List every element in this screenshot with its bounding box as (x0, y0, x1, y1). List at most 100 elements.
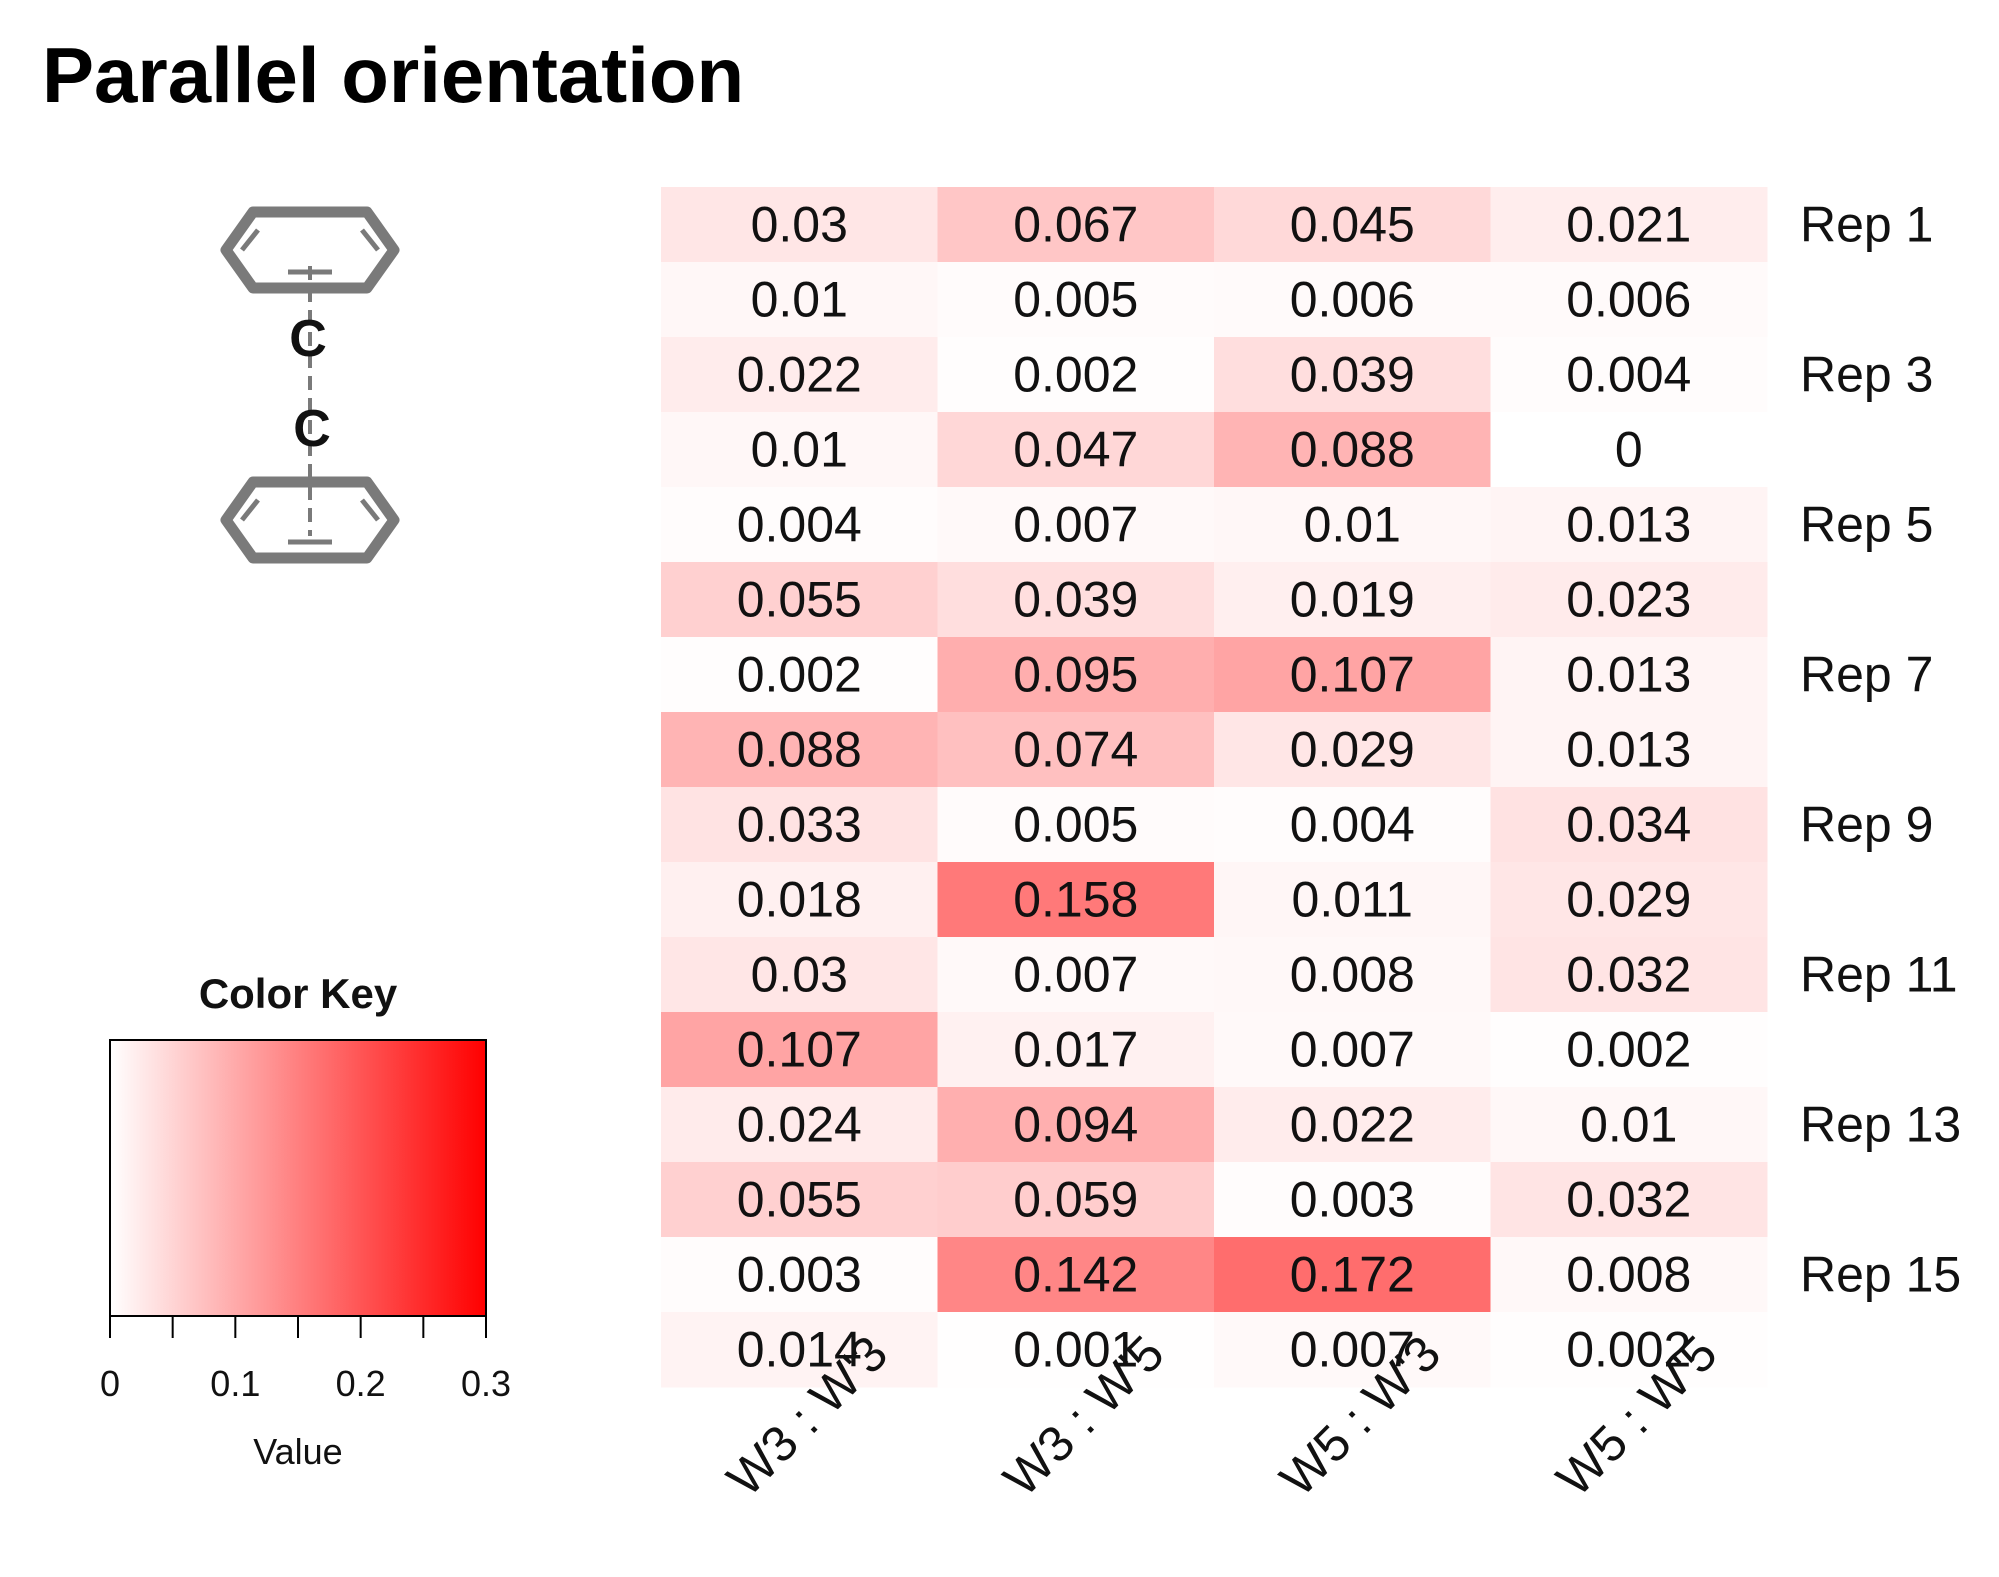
heatmap-cell-value: 0.022 (737, 347, 862, 403)
row-label: Rep 1 (1800, 197, 1933, 253)
heatmap-cell (1490, 937, 1768, 1013)
heatmap-cell-value: 0.022 (1290, 1097, 1415, 1153)
heatmap-cell (661, 187, 938, 263)
heatmap-cell-value: 0.006 (1290, 272, 1415, 328)
heatmap-cell-value: 0.032 (1566, 947, 1691, 1003)
heatmap-cell (937, 1237, 1215, 1313)
heatmap-cell (1214, 1012, 1491, 1088)
heatmap-cell (937, 1012, 1215, 1088)
heatmap-cell (1490, 1237, 1768, 1313)
heatmap-cell-value: 0.013 (1566, 647, 1691, 703)
heatmap-cell (1490, 1162, 1768, 1238)
heatmap-cell-value: 0.021 (1566, 197, 1691, 253)
heatmap-cell-value: 0.003 (737, 1247, 862, 1303)
heatmap-cell (661, 1312, 938, 1388)
heatmap-cell (661, 487, 938, 563)
heatmap-cell-value: 0.034 (1566, 797, 1691, 853)
color-key-ticks: 0 0.1 0.2 0.3 (100, 1316, 511, 1404)
heatmap-cell (937, 712, 1215, 788)
heatmap-cell-value: 0.158 (1013, 872, 1138, 928)
row-label: Rep 5 (1800, 497, 1933, 553)
heatmap-cell (1214, 187, 1491, 263)
heatmap-cell-value: 0.013 (1566, 497, 1691, 553)
heatmap-cell-value: 0.005 (1013, 272, 1138, 328)
heatmap-cell (661, 862, 938, 938)
heatmap-cell (1214, 787, 1491, 863)
heatmap-cell (1490, 862, 1768, 938)
heatmap-cell-value: 0.018 (737, 872, 862, 928)
heatmap-cell-value: 0.03 (751, 197, 848, 253)
heatmap-cell (1214, 1087, 1491, 1163)
heatmap-cell (1214, 487, 1491, 563)
heatmap-cell (1490, 187, 1768, 263)
heatmap-cell (661, 712, 938, 788)
heatmap-cell (937, 262, 1215, 338)
color-key-tick-label: 0 (100, 1363, 120, 1404)
row-label: Rep 13 (1800, 1097, 1961, 1153)
heatmap-cell-value: 0.032 (1566, 1172, 1691, 1228)
heatmap-cell-value: 0.001 (1013, 1322, 1138, 1378)
heatmap-cell (1214, 1312, 1491, 1388)
heatmap-cell (661, 937, 938, 1013)
heatmap-cell (661, 562, 938, 638)
heatmap-cell-value: 0.013 (1566, 722, 1691, 778)
heatmap-cell (1490, 412, 1768, 488)
heatmap-cell (1490, 1312, 1768, 1388)
heatmap-cell-value: 0.005 (1013, 797, 1138, 853)
heatmap-cell (937, 562, 1215, 638)
heatmap-cell (661, 1162, 938, 1238)
heatmap-cell (937, 787, 1215, 863)
heatmap-cell (1214, 1237, 1491, 1313)
page-title: Parallel orientation (42, 31, 745, 119)
heatmap-cell-value: 0.007 (1290, 1022, 1415, 1078)
heatmap-cell (661, 1087, 938, 1163)
heatmap-cell-value: 0.055 (737, 572, 862, 628)
stacked-benzene-rings-icon: C C (220, 206, 400, 564)
heatmap-cell (661, 637, 938, 713)
heatmap-cell (937, 1162, 1215, 1238)
heatmap-cell-value: 0.007 (1290, 1322, 1415, 1378)
heatmap-cell (937, 1087, 1215, 1163)
atom-label-1: C (289, 310, 327, 368)
heatmap-cell (937, 337, 1215, 413)
heatmap-cell (937, 187, 1215, 263)
heatmap-cell (1490, 337, 1768, 413)
heatmap-cell (661, 262, 938, 338)
row-label: Rep 11 (1800, 947, 1958, 1003)
heatmap-cell-value: 0.007 (1013, 497, 1138, 553)
heatmap-cell (1214, 862, 1491, 938)
atom-label-2: C (293, 400, 331, 458)
heatmap-cell-value: 0.023 (1566, 572, 1691, 628)
row-label: Rep 7 (1800, 647, 1933, 703)
heatmap-cell (937, 637, 1215, 713)
heatmap-cell-value: 0.107 (1290, 647, 1415, 703)
heatmap-cell-value: 0.094 (1013, 1097, 1138, 1153)
heatmap-cell-value: 0.014 (737, 1322, 862, 1378)
heatmap-cell-value: 0.088 (737, 722, 862, 778)
heatmap-cell-value: 0.047 (1013, 422, 1138, 478)
heatmap-cell-value: 0.039 (1290, 347, 1415, 403)
heatmap-cell (1490, 1012, 1768, 1088)
heatmap-cell-value: 0.002 (1013, 347, 1138, 403)
heatmap-cell-value: 0.03 (751, 947, 848, 1003)
heatmap-cell (937, 937, 1215, 1013)
heatmap-cell (1490, 262, 1768, 338)
heatmap-cell-value: 0.011 (1292, 872, 1413, 928)
heatmap-cell-value: 0.01 (1580, 1097, 1677, 1153)
heatmap-cell (661, 1237, 938, 1313)
heatmap-cell-value: 0.039 (1013, 572, 1138, 628)
heatmap-cell (1490, 562, 1768, 638)
heatmap-cell-value: 0.01 (751, 422, 848, 478)
heatmap-cell (1490, 712, 1768, 788)
heatmap-cell (1214, 337, 1491, 413)
heatmap-cell (937, 1312, 1215, 1388)
heatmap-cell-value: 0.003 (1290, 1172, 1415, 1228)
heatmap-cell-value: 0.006 (1566, 272, 1691, 328)
heatmap-cell-value: 0.004 (1566, 347, 1691, 403)
heatmap-cell-value: 0.033 (737, 797, 862, 853)
color-key-tick-label: 0.2 (336, 1363, 386, 1404)
heatmap-cell (1214, 562, 1491, 638)
heatmap-cell (1214, 712, 1491, 788)
row-label: Rep 15 (1800, 1247, 1961, 1303)
